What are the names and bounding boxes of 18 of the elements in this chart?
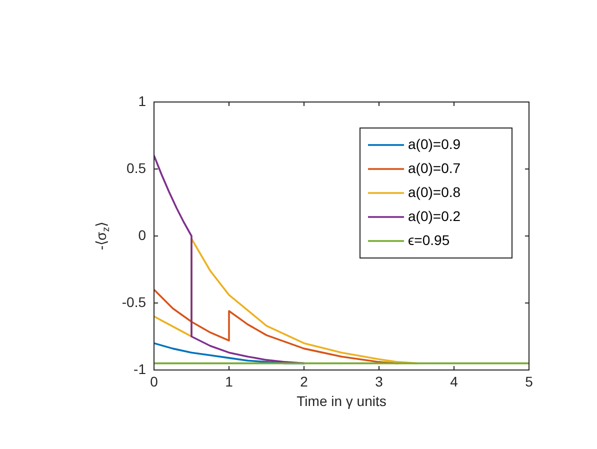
x-tick-label: 5 [525, 373, 534, 390]
y-axis-title: -⟨σz⟩ [92, 222, 112, 250]
y-tick-label: 0 [138, 226, 146, 243]
legend-label: a(0)=0.2 [408, 208, 461, 224]
x-tick-label: 3 [375, 373, 384, 390]
y-tick-label: -0.5 [122, 294, 146, 310]
x-tick-label: 1 [225, 373, 234, 390]
legend-label: a(0)=0.8 [408, 184, 461, 200]
x-tick-label: 2 [300, 373, 308, 390]
y-tick-label: 0.5 [126, 160, 146, 176]
legend-label: a(0)=0.7 [408, 160, 461, 176]
y-tick-label: 1 [138, 92, 146, 109]
x-axis-title: Time in γ units [296, 392, 386, 409]
x-tick-label: 4 [450, 373, 458, 390]
legend-label: ϵ=0.95 [408, 232, 450, 248]
y-tick-label: -1 [134, 360, 146, 377]
x-tick-label: 0 [150, 373, 158, 390]
legend-label: a(0)=0.9 [408, 136, 461, 152]
